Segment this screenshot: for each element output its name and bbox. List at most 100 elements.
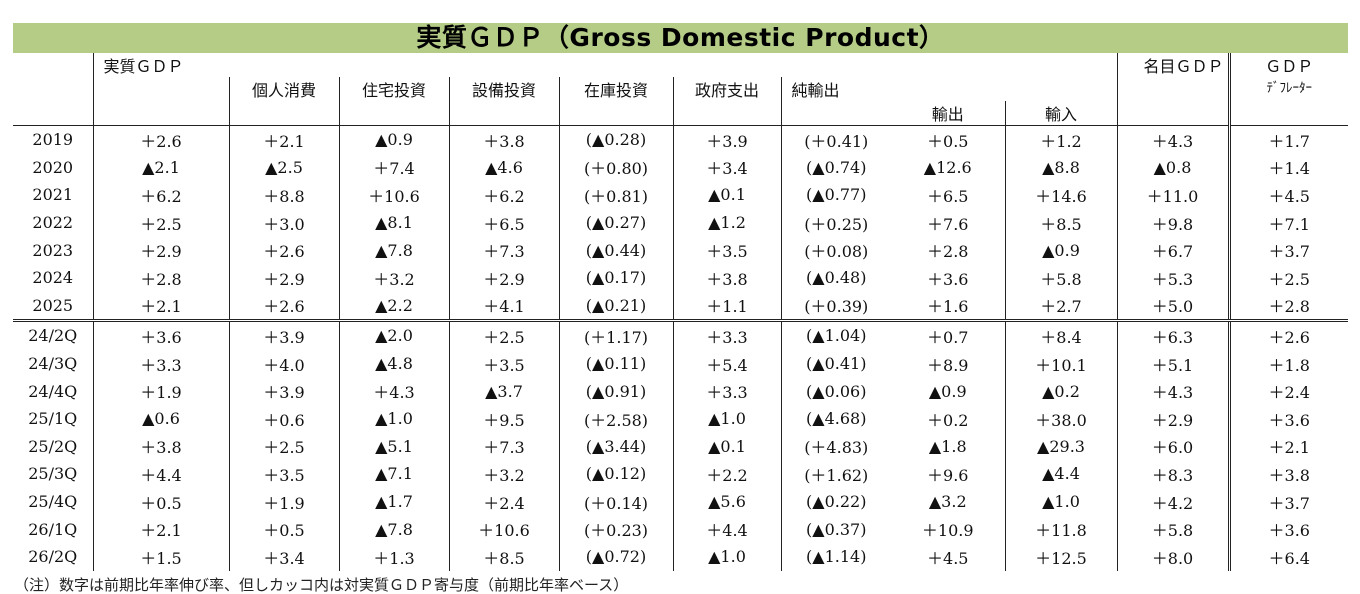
table-cell: ＋7.6 xyxy=(927,214,969,234)
table-cell: ＋8.5 xyxy=(448,542,559,571)
table-cell: ＋6.4 xyxy=(1227,542,1348,571)
table-cell: ＋1.4 xyxy=(1227,153,1348,182)
table-cell: ＋3.6 xyxy=(1227,515,1348,543)
table-cell: (▲1.14) xyxy=(780,542,891,571)
table-cell: ＋2.6 xyxy=(228,236,339,264)
table-cell: ▲3.2 xyxy=(928,492,967,512)
table-cell: ＋2.5 xyxy=(448,320,559,350)
table-cell: ▲8.1 xyxy=(338,208,449,237)
table-cell: ＋1.2 xyxy=(1004,125,1117,154)
table-cell: ＋8.0 xyxy=(1116,542,1229,571)
table-row: 2022 ＋2.5 ＋3.0 ▲8.1 ＋6.5 (▲0.27) ▲1.2 (＋0.25) ＋7… xyxy=(13,208,1348,237)
header-private-consumption: 個人消費 xyxy=(228,77,339,101)
table-cell: ＋3.3 xyxy=(672,377,781,405)
table-cell: ＋1.8 xyxy=(1227,349,1348,378)
table-cell: ＋7.3 xyxy=(448,236,559,264)
table-cell: ＋4.1 xyxy=(448,291,559,323)
table-cell: (▲0.48) xyxy=(780,263,891,292)
row-label: 25/1Q xyxy=(28,409,78,429)
table-cell: ＋7.1 xyxy=(1227,208,1348,237)
footnote: （注）数字は前期比年率伸び率、但しカッコ内は対実質ＧＤＰ寄与度（前期比年率ベース… xyxy=(14,576,629,594)
table-cell: ＋0.2 xyxy=(927,410,969,430)
table-row: 24/4Q ＋1.9 ＋3.9 ＋4.3 ▲3.7 (▲0.91) ＋3.3 (▲0.06) ▲… xyxy=(13,377,1348,405)
table-cell: ＋5.3 xyxy=(1116,263,1229,292)
table-cell: ＋2.6 xyxy=(228,291,339,323)
table-cell: ＋2.7 xyxy=(1004,291,1117,323)
table-cell: ＋6.7 xyxy=(1116,236,1229,264)
table-cell: (＋0.80) xyxy=(558,153,673,182)
table-cell: ＋5.8 xyxy=(1116,515,1229,543)
header-inventory-investment: 在庫投資 xyxy=(558,77,673,101)
table-cell: ＋8.8 xyxy=(228,181,339,209)
table-cell: ＋7.4 xyxy=(338,153,449,182)
table-cell: ＋3.7 xyxy=(1227,487,1348,516)
table-cell: ＋2.1 xyxy=(92,515,229,543)
table-cell: ▲0.8 xyxy=(1116,153,1229,182)
table-cell: ＋4.0 xyxy=(228,349,339,378)
table-cell: (▲0.74) xyxy=(780,153,891,182)
table-cell: ＋2.8 xyxy=(92,263,229,292)
table-cell: ＋1.6 xyxy=(891,291,1005,323)
row-label: 2021 xyxy=(32,185,74,205)
table-cell: (▲0.11) xyxy=(558,349,673,378)
row-label: 26/1Q xyxy=(28,519,78,539)
table-cell: ＋5.0 xyxy=(1116,291,1229,323)
table-cell: ▲0.1 xyxy=(672,181,781,209)
table-cell: (▲3.44) xyxy=(558,432,673,461)
table-cell: ＋9.5 xyxy=(448,404,559,433)
table-cell: ＋1.9 xyxy=(92,377,229,405)
table-cell: ＋11.8 xyxy=(1004,515,1117,543)
table-cell: ＋3.3 xyxy=(672,320,781,350)
table-cell: ＋9.8 xyxy=(1116,208,1229,237)
table-cell: ＋3.6 xyxy=(92,320,229,350)
row-label: 2019 xyxy=(32,130,74,150)
table-cell: ＋3.7 xyxy=(1227,236,1348,264)
table-cell: ＋4.3 xyxy=(1116,377,1229,405)
table-row: 26/2Q ＋1.5 ＋3.4 ＋1.3 ＋8.5 (▲0.72) ▲1.0 (▲1.14) ＋… xyxy=(13,542,1348,571)
table-cell: ＋8.5 xyxy=(1004,208,1117,237)
table-row: 26/1Q ＋2.1 ＋0.5 ▲7.8 ＋10.6 (＋0.23) ＋4.4 (▲0.37)… xyxy=(13,515,1348,543)
table-cell: (＋0.23) xyxy=(558,515,673,543)
table-cell: ＋5.8 xyxy=(1004,263,1117,292)
table-cell: ＋2.6 xyxy=(92,125,229,154)
row-label: 2022 xyxy=(32,213,74,233)
header-housing-investment: 住宅投資 xyxy=(338,77,449,101)
table-cell: ＋2.9 xyxy=(1116,404,1229,433)
table-cell: ＋2.8 xyxy=(927,242,969,262)
table-cell: (▲0.77) xyxy=(780,181,891,209)
table-cell: ＋0.5 xyxy=(228,515,339,543)
table-cell: ＋4.4 xyxy=(672,515,781,543)
table-cell: ＋0.5 xyxy=(92,487,229,516)
table-cell: ＋1.9 xyxy=(228,487,339,516)
header-equipment-investment: 設備投資 xyxy=(448,77,559,101)
table-cell: ＋6.5 xyxy=(448,208,559,237)
table-cell: (▲0.12) xyxy=(558,460,673,488)
row-label: 26/2Q xyxy=(28,547,78,567)
row-label: 2024 xyxy=(32,268,74,288)
table-cell: ＋2.9 xyxy=(92,236,229,264)
table-cell: ＋2.5 xyxy=(92,208,229,237)
table-cell: ＋12.5 xyxy=(1004,542,1117,571)
table-cell: ＋2.1 xyxy=(1227,432,1348,461)
table-cell: ＋1.7 xyxy=(1227,125,1348,154)
table-cell: (▲0.44) xyxy=(558,236,673,264)
table-cell: ＋3.3 xyxy=(92,349,229,378)
table-cell: ▲12.6 xyxy=(923,157,972,177)
table-cell: ＋0.5 xyxy=(927,131,969,151)
table-cell: ＋2.5 xyxy=(228,432,339,461)
table-cell: ▲0.9 xyxy=(928,381,967,401)
table-cell: ▲1.8 xyxy=(928,436,967,456)
table-cell: ▲7.8 xyxy=(338,515,449,543)
table-cell: (＋0.25) xyxy=(780,208,891,237)
table-cell: ＋4.5 xyxy=(1227,181,1348,209)
table-cell: (▲0.06) xyxy=(780,377,891,405)
header-gdp-deflator-bottom: ﾃﾞﾌﾚｰﾀｰ xyxy=(1227,77,1348,101)
table-cell: ▲2.5 xyxy=(228,153,339,182)
table-cell: ＋3.9 xyxy=(228,320,339,350)
table-cell: ＋7.3 xyxy=(448,432,559,461)
table-cell: ＋8.9 xyxy=(927,355,969,375)
table-cell: (＋2.58) xyxy=(558,404,673,433)
header-real-gdp: 実質ＧＤＰ xyxy=(92,53,229,77)
table-cell: ＋2.6 xyxy=(1227,320,1348,350)
table-cell: (▲0.91) xyxy=(558,377,673,405)
